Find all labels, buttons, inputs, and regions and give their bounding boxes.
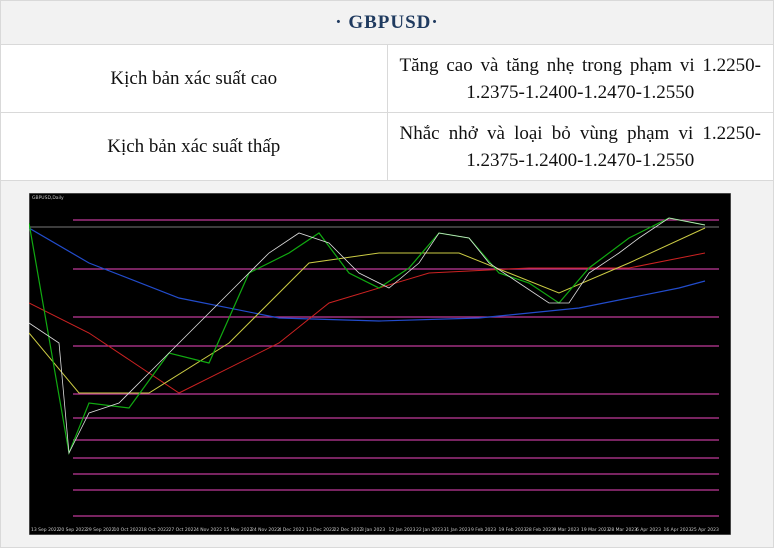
price — [29, 217, 706, 455]
date-label: 6 Apr 2023 — [636, 527, 661, 533]
date-label: 10 Oct 2022 — [114, 527, 142, 533]
date-label: 9 Feb 2023 — [471, 527, 496, 533]
date-label: 16 Apr 2023 — [664, 527, 692, 533]
date-label: 4 Nov 2022 — [196, 527, 222, 533]
date-label: 29 Sep 2022 — [86, 527, 115, 533]
date-label: 31 Jan 2023 — [444, 527, 471, 533]
date-label: 22 Dec 2022 — [334, 527, 363, 533]
date-label: 19 Mar 2023 — [581, 527, 610, 533]
date-label: 28 Mar 2023 — [609, 527, 638, 533]
ma — [29, 252, 706, 394]
date-label: 13 Sep 2022 — [31, 527, 60, 533]
title: · GBPUSD· — [0, 0, 774, 45]
date-label: 3 Jan 2023 — [361, 527, 385, 533]
chart-cell: GBPUSD,Daily 13 Sep 2022 20 Sep 2022 29 Se… — [0, 180, 774, 548]
date-label: 28 Feb 2023 — [526, 527, 554, 533]
date-label: 27 Oct 2022 — [169, 527, 197, 533]
cell: Kịch bản xác suất thấp — [0, 112, 388, 181]
cell: Kịch bản xác suất cao — [0, 44, 388, 113]
date-label: 19 Feb 2023 — [499, 527, 527, 533]
date-label: 4 Dec 2022 — [279, 527, 305, 533]
levels — [73, 219, 719, 517]
chart-bg — [29, 193, 731, 535]
date-label: 25 Apr 2023 — [691, 527, 719, 533]
date-label: 24 Nov 2022 — [251, 527, 280, 533]
date-label: 20 Sep 2022 — [59, 527, 88, 533]
date-label: 9 Mar 2023 — [554, 527, 580, 533]
date-label: 12 Jan 2023 — [389, 527, 416, 533]
cell: Tăng cao và tăng nhẹ trong phạm vi 1.225… — [386, 44, 774, 113]
date-label: 13 Dec 2022 — [306, 527, 335, 533]
chart-label: GBPUSD,Daily — [32, 195, 64, 201]
date-label: 18 Oct 2022 — [141, 527, 169, 533]
date-label: 22 Jan 2023 — [416, 527, 443, 533]
cell: Nhắc nhở và loại bỏ vùng phạm vi 1.2250-… — [386, 112, 774, 181]
date-label: 15 Nov 2022 — [224, 527, 253, 533]
ma — [29, 227, 706, 322]
price — [29, 217, 706, 456]
